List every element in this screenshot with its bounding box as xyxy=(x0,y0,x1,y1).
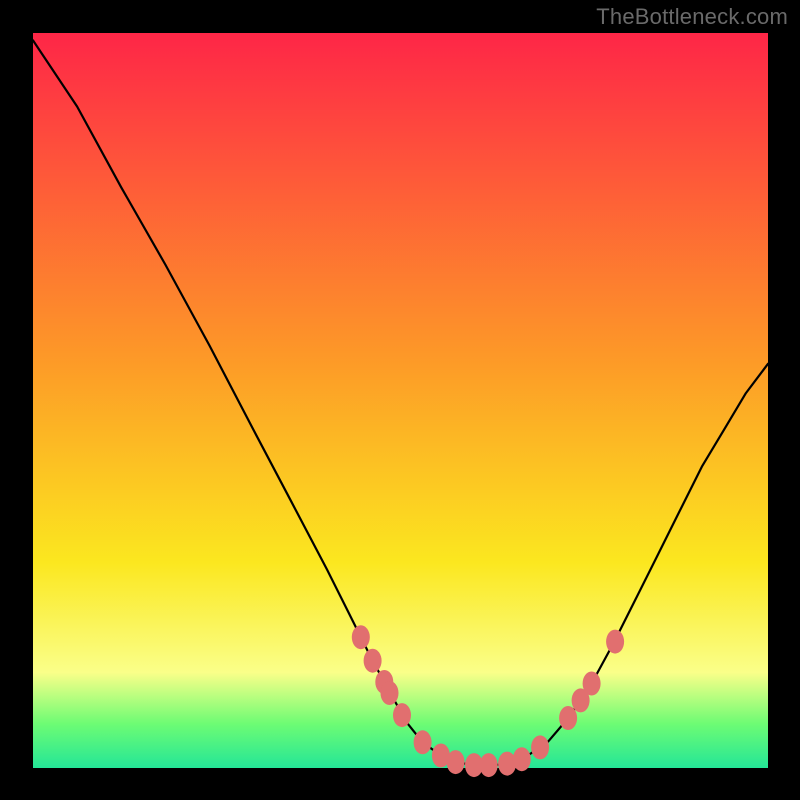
curve-marker xyxy=(583,672,601,696)
curve-marker xyxy=(364,649,382,673)
chart-svg xyxy=(0,0,800,800)
curve-marker xyxy=(513,747,531,771)
curve-marker xyxy=(352,625,370,649)
curve-marker xyxy=(606,630,624,654)
chart-container: TheBottleneck.com xyxy=(0,0,800,800)
curve-markers xyxy=(352,625,624,777)
curve-marker xyxy=(447,750,465,774)
watermark-text: TheBottleneck.com xyxy=(596,4,788,30)
curve-line xyxy=(33,40,768,765)
curve-marker xyxy=(531,735,549,759)
curve-marker xyxy=(381,681,399,705)
curve-marker xyxy=(393,703,411,727)
curve-marker xyxy=(414,730,432,754)
curve-marker xyxy=(559,706,577,730)
curve-marker xyxy=(480,753,498,777)
